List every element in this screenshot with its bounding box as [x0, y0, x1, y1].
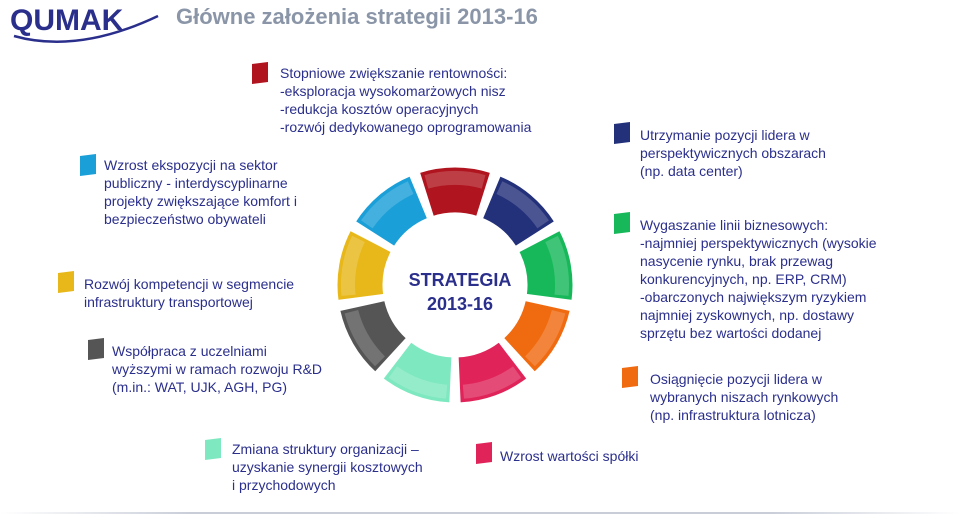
mint-flag-icon [205, 438, 221, 460]
qumak-logo: QUMAK [8, 2, 168, 48]
item-phase-out: Wygaszanie linii biznesowych: -najmniej … [640, 217, 877, 341]
navy-flag-icon [614, 122, 630, 144]
segment-gray-highlight [344, 310, 385, 367]
segment-green-highlight [545, 235, 569, 296]
item-universities: Współpraca z uczelniami wyższymi w ramac… [112, 343, 323, 395]
item-profitability: Stopniowe zwiększanie rentowności: -eksp… [280, 65, 532, 135]
item-company-value: Wzrost wartości spółki [500, 448, 639, 464]
green-flag-icon [614, 212, 630, 234]
segment-mint [382, 341, 453, 404]
segment-red-highlight [424, 171, 486, 189]
segment-navy [481, 175, 556, 248]
center-line-1: STRATEGIA [408, 270, 512, 290]
segment-red [418, 166, 492, 217]
segment-cyan [354, 175, 429, 248]
segment-mint-highlight [388, 366, 448, 399]
strategy-wheel [330, 160, 580, 410]
item-public-sector: Wzrost ekspozycji na sektor publiczny - … [104, 157, 297, 227]
center-line-2: 2013-16 [426, 294, 494, 314]
segment-gray [339, 299, 408, 373]
strategy-center-label: STRATEGIA 2013-16 [385, 268, 535, 316]
segment-gold-highlight [341, 235, 365, 296]
logo-text: QUMAK [10, 4, 124, 37]
item-leader: Utrzymanie pozycji lidera w perspektywic… [640, 127, 826, 179]
segment-cyan-highlight [361, 181, 414, 229]
segment-pink-highlight [462, 366, 522, 399]
gold-flag-icon [58, 271, 74, 293]
page-title: Główne założenia strategii 2013-16 [176, 4, 538, 29]
segment-orange [502, 299, 571, 373]
gray-flag-icon [88, 338, 104, 360]
segment-green [518, 229, 574, 301]
segment-orange-highlight [525, 310, 566, 367]
item-org-change: Zmiana struktury organizacji – uzyskanie… [232, 441, 423, 493]
cyan-flag-icon [80, 154, 96, 176]
item-transport: Rozwój kompetencji w segmencie infrastru… [84, 276, 295, 310]
segment-pink [457, 341, 528, 404]
segment-navy-highlight [496, 181, 549, 229]
segment-gold [336, 229, 392, 301]
red-flag-icon [252, 62, 268, 84]
item-niches: Osiągnięcie pozycji lidera w wybranych n… [650, 371, 839, 423]
orange-flag-icon [622, 366, 638, 388]
footer-divider [0, 512, 960, 514]
pink-flag-icon [476, 442, 492, 464]
